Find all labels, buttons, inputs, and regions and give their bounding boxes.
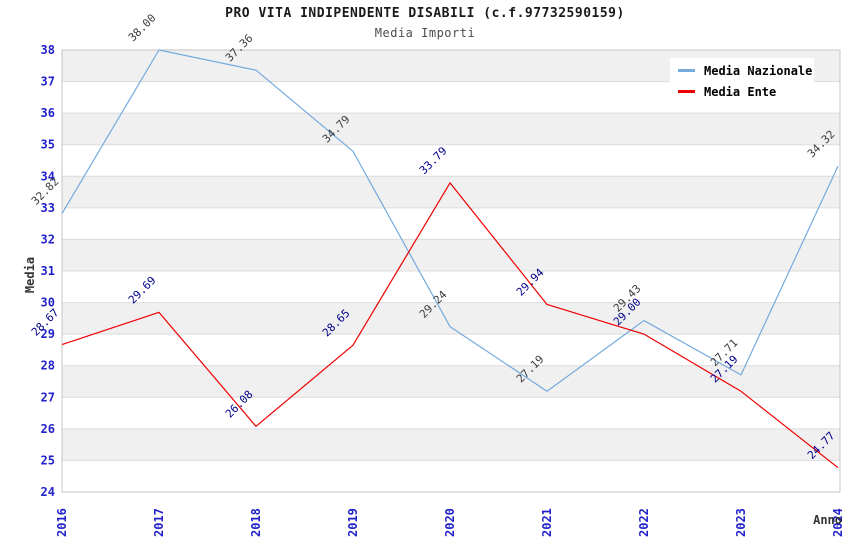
y-tick-label: 27 xyxy=(41,390,55,404)
media-nazionale-line-swatch xyxy=(678,69,695,72)
plot-band xyxy=(62,365,840,398)
y-tick-label: 36 xyxy=(41,106,55,120)
point-label: 33.79 xyxy=(417,144,450,177)
plot-band xyxy=(62,428,840,461)
legend-item-media-nazionale: Media Nazionale xyxy=(670,60,814,81)
legend: Media Nazionale Media Ente xyxy=(670,58,814,106)
y-tick-label: 34 xyxy=(41,169,55,183)
y-tick-label: 31 xyxy=(41,264,55,278)
series-line-media-ente xyxy=(61,182,839,469)
x-tick-label: 2020 xyxy=(443,508,457,537)
x-axis-title: Anno xyxy=(813,513,842,527)
y-tick-label: 32 xyxy=(41,232,55,246)
x-tick-label: 2023 xyxy=(734,508,748,537)
x-tick-label: 2022 xyxy=(637,508,651,537)
x-tick-label: 2016 xyxy=(55,508,69,537)
point-label: 38.00 xyxy=(126,12,159,45)
legend-item-media-ente: Media Ente xyxy=(670,81,814,102)
y-tick-label: 38 xyxy=(41,43,55,57)
chart-title: PRO VITA INDIPENDENTE DISABILI (c.f.9773… xyxy=(225,6,625,21)
x-tick-label: 2024 xyxy=(831,508,845,537)
legend-label-media-ente: Media Ente xyxy=(704,84,777,99)
plot-band xyxy=(62,302,840,335)
plot-band xyxy=(62,239,840,271)
media-ente-line-swatch xyxy=(678,90,695,93)
y-tick-label: 30 xyxy=(41,296,55,310)
y-tick-label: 28 xyxy=(41,359,55,373)
y-axis-title: Media xyxy=(23,256,37,294)
plot-band xyxy=(62,113,840,145)
y-tick-label: 24 xyxy=(41,485,55,499)
point-label: 29.69 xyxy=(126,274,159,307)
plot-band xyxy=(62,176,840,208)
y-tick-label: 37 xyxy=(41,75,55,89)
x-tick-label: 2021 xyxy=(540,508,554,537)
x-tick-label: 2018 xyxy=(249,508,263,537)
y-tick-label: 26 xyxy=(41,422,55,436)
series-line-media-nazionale xyxy=(61,49,839,392)
chart-subtitle: Media Importi xyxy=(374,26,476,40)
y-tick-label: 33 xyxy=(41,201,55,215)
x-tick-label: 2017 xyxy=(152,508,166,537)
legend-label-media-nazionale: Media Nazionale xyxy=(704,63,813,78)
y-tick-label: 29 xyxy=(41,327,55,341)
plot-border xyxy=(61,49,841,493)
y-tick-label: 25 xyxy=(41,453,55,467)
x-tick-label: 2019 xyxy=(346,508,360,537)
y-tick-label: 35 xyxy=(41,138,55,152)
